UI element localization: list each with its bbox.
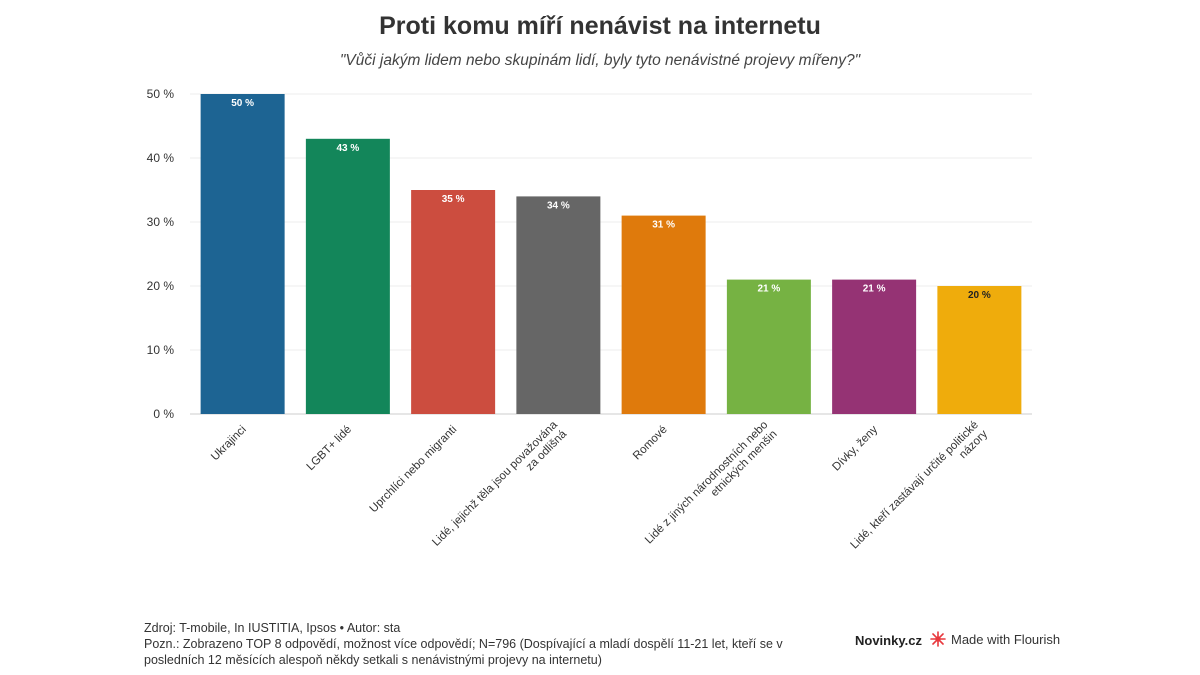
made-with-flourish-link[interactable]: Made with Flourish [930, 631, 1060, 647]
chart-title: Proti komu míří nenávist na internetu [379, 12, 821, 40]
x-tick-label: Romové [631, 424, 670, 463]
svg-text:Ukrajinci: Ukrajinci [209, 424, 249, 464]
bar-value-label: 43 % [336, 143, 359, 154]
chart-subtitle: "Vůči jakým lidem nebo skupinám lidí, by… [339, 52, 861, 69]
svg-text:Lidé z jiných národnostních ne: Lidé z jiných národnostních neboetnickýc… [643, 419, 780, 556]
bar-value-label: 21 % [863, 284, 886, 295]
bar-value-label: 50 % [231, 98, 254, 109]
y-tick-label: 0 % [153, 407, 174, 421]
bar[interactable] [621, 215, 706, 414]
bar[interactable] [832, 279, 917, 414]
svg-text:LGBT+ lidé: LGBT+ lidé [305, 424, 354, 473]
x-tick-label: LGBT+ lidé [305, 424, 354, 473]
bar-chart: 0 % 10 % 20 % 30 % 40 % 50 % 50 % 43 % 35 % 34 %… [147, 87, 1032, 556]
bar-value-label: 21 % [757, 284, 780, 295]
flourish-label: Made with Flourish [951, 631, 1061, 647]
bar-value-label: 34 % [547, 200, 570, 211]
bar[interactable] [937, 286, 1022, 414]
x-tick-label: Uprchlíci nebo migranti [368, 424, 460, 516]
bar[interactable] [305, 138, 390, 415]
source-note: Zdroj: T-mobile, In IUSTITIA, Ipsos • Au… [144, 621, 401, 635]
flourish-logo-icon [930, 631, 946, 647]
bars [200, 94, 1022, 415]
bar[interactable] [726, 279, 811, 414]
novinky-brand[interactable]: Novinky.cz [855, 633, 922, 648]
svg-text:Dívky, ženy: Dívky, ženy [830, 423, 880, 473]
chart-footer: Zdroj: T-mobile, In IUSTITIA, Ipsos • Au… [144, 620, 834, 668]
y-tick-label: 20 % [147, 279, 175, 293]
svg-text:Romové: Romové [631, 424, 670, 463]
bar[interactable] [516, 196, 601, 414]
bar-value-label: 31 % [652, 220, 675, 231]
x-tick-label: Dívky, ženy [830, 423, 880, 473]
methodology-note: Pozn.: Zobrazeno TOP 8 odpovědí, možnost… [144, 637, 783, 667]
value-labels: 50 % 43 % 35 % 34 % 31 % 21 % 21 % 20 % [231, 98, 991, 301]
svg-text:Uprchlíci nebo migranti: Uprchlíci nebo migranti [368, 424, 460, 516]
bar-value-label: 35 % [442, 194, 465, 205]
bar[interactable] [200, 94, 285, 414]
y-tick-label: 50 % [147, 87, 175, 101]
bar-value-label: 20 % [968, 290, 991, 301]
y-tick-label: 30 % [147, 215, 175, 229]
y-tick-label: 10 % [147, 343, 175, 357]
x-axis-labels: Ukrajinci LGBT+ lidé Uprchlíci nebo migran… [209, 419, 990, 556]
y-axis: 0 % 10 % 20 % 30 % 40 % 50 % [147, 87, 175, 421]
bar[interactable] [411, 190, 496, 414]
y-tick-label: 40 % [147, 151, 175, 165]
x-tick-label: Ukrajinci [209, 424, 249, 464]
x-tick-label: Lidé z jiných národnostních neboetnickýc… [643, 419, 780, 556]
